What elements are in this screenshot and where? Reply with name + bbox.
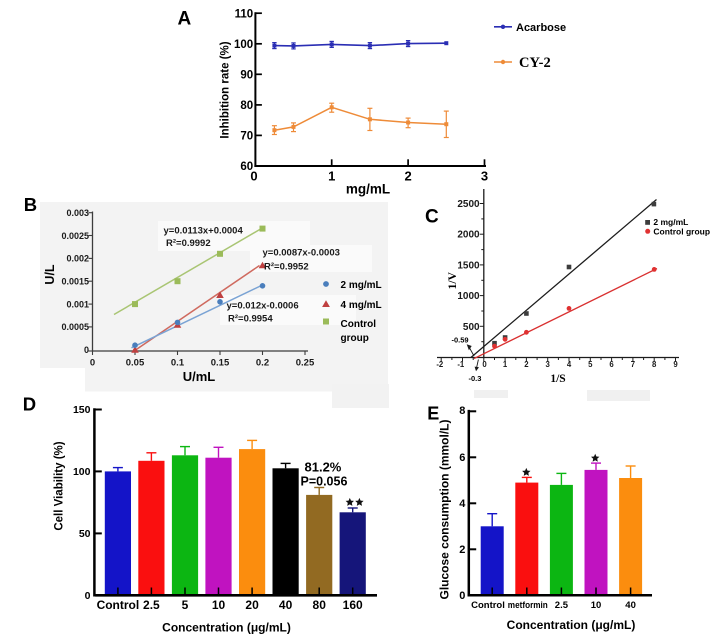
svg-text:Inhibition rate (%): Inhibition rate (%) [219,41,231,138]
svg-text:R²=0.9952: R²=0.9952 [264,262,309,273]
svg-text:0.003: 0.003 [66,208,89,218]
svg-text:-1: -1 [457,360,465,369]
svg-text:-0.3: -0.3 [469,374,482,383]
svg-text:2 mg/mL: 2 mg/mL [341,280,382,291]
svg-text:1/V: 1/V [447,271,459,289]
svg-text:0: 0 [250,169,257,184]
svg-text:P=0.056: P=0.056 [301,475,348,489]
svg-text:40: 40 [625,600,636,611]
svg-text:0: 0 [85,590,91,602]
svg-text:2.5: 2.5 [143,598,160,612]
svg-text:100: 100 [73,466,91,478]
svg-text:1500: 1500 [457,260,480,271]
svg-text:D: D [23,394,36,415]
svg-text:mg/mL: mg/mL [346,182,390,197]
svg-text:0.0015: 0.0015 [61,277,89,287]
svg-text:1/S: 1/S [550,373,565,385]
svg-text:Concentration (μg/mL): Concentration (μg/mL) [507,618,636,632]
svg-text:R²=0.9954: R²=0.9954 [228,314,273,325]
svg-text:1: 1 [503,360,508,369]
svg-text:Control group: Control group [653,226,710,236]
svg-text:50: 50 [79,528,91,540]
svg-text:2000: 2000 [457,230,480,241]
svg-text:Cell Viability (%): Cell Viability (%) [54,441,66,530]
svg-text:C: C [425,206,439,227]
svg-text:2: 2 [404,169,411,184]
svg-text:3: 3 [546,360,551,369]
svg-text:110: 110 [235,8,254,20]
svg-text:R²=0.9992: R²=0.9992 [166,238,211,249]
svg-text:0.1: 0.1 [171,358,185,369]
svg-text:9: 9 [673,360,678,369]
svg-text:40: 40 [279,598,293,612]
svg-text:0: 0 [482,360,487,369]
svg-text:group: group [341,333,369,344]
svg-text:10: 10 [591,600,602,611]
svg-text:2: 2 [524,360,529,369]
svg-text:1000: 1000 [457,291,480,302]
svg-text:2.5: 2.5 [555,600,569,611]
svg-text:U/mL: U/mL [183,369,216,384]
svg-text:60: 60 [240,161,253,173]
svg-text:80: 80 [313,598,327,612]
svg-text:0.0005: 0.0005 [61,322,89,332]
svg-text:y=0.0113x+0.0004: y=0.0113x+0.0004 [164,226,244,237]
svg-text:0.001: 0.001 [66,299,89,309]
svg-text:Control: Control [471,600,505,611]
svg-text:-2: -2 [436,360,444,369]
svg-text:100: 100 [234,39,253,51]
svg-text:0: 0 [90,358,95,369]
svg-text:2 mg/mL: 2 mg/mL [653,217,688,227]
svg-text:B: B [24,194,37,215]
svg-text:8: 8 [652,360,657,369]
svg-text:0.002: 0.002 [66,254,89,264]
svg-text:90: 90 [240,70,253,82]
svg-text:y=0.0087x-0.0003: y=0.0087x-0.0003 [263,248,340,259]
svg-text:CY-2: CY-2 [519,55,551,71]
svg-text:U/L: U/L [43,264,57,285]
svg-text:0: 0 [84,345,89,355]
svg-text:4: 4 [567,360,572,369]
svg-text:0.15: 0.15 [211,358,230,369]
svg-text:6: 6 [459,452,465,464]
svg-text:metformin: metformin [508,600,548,611]
svg-text:4: 4 [459,498,466,510]
svg-text:8: 8 [459,405,465,417]
svg-text:y=0.012x-0.0006: y=0.012x-0.0006 [227,301,299,312]
svg-text:500: 500 [463,322,480,333]
svg-text:Control: Control [341,319,377,330]
svg-text:80: 80 [240,100,253,112]
svg-text:Control: Control [97,598,140,612]
svg-text:81.2%: 81.2% [305,460,342,475]
svg-text:2500: 2500 [457,199,480,210]
svg-text:7: 7 [631,360,635,369]
svg-text:10: 10 [212,598,226,612]
svg-text:150: 150 [73,404,91,416]
svg-text:0.05: 0.05 [126,358,145,369]
svg-text:6: 6 [609,360,614,369]
svg-text:5: 5 [182,598,189,612]
svg-text:0.2: 0.2 [256,358,269,369]
svg-text:3: 3 [481,169,488,184]
svg-text:20: 20 [245,598,259,612]
svg-text:A: A [178,9,192,30]
svg-text:Glucose consumption (mmol/L): Glucose consumption (mmol/L) [438,419,452,599]
svg-text:4 mg/mL: 4 mg/mL [341,300,382,311]
svg-text:0.25: 0.25 [296,358,315,369]
svg-text:E: E [427,403,439,423]
svg-text:0: 0 [459,590,465,602]
svg-text:5: 5 [588,360,593,369]
svg-text:1: 1 [328,169,335,184]
svg-text:-0.59: -0.59 [452,336,469,345]
svg-text:160: 160 [343,598,363,612]
svg-text:Acarbose: Acarbose [516,22,566,34]
svg-text:2: 2 [459,544,465,556]
svg-text:70: 70 [240,131,253,143]
svg-text:Concentration (μg/mL): Concentration (μg/mL) [162,621,291,635]
svg-text:0.0025: 0.0025 [61,231,89,241]
